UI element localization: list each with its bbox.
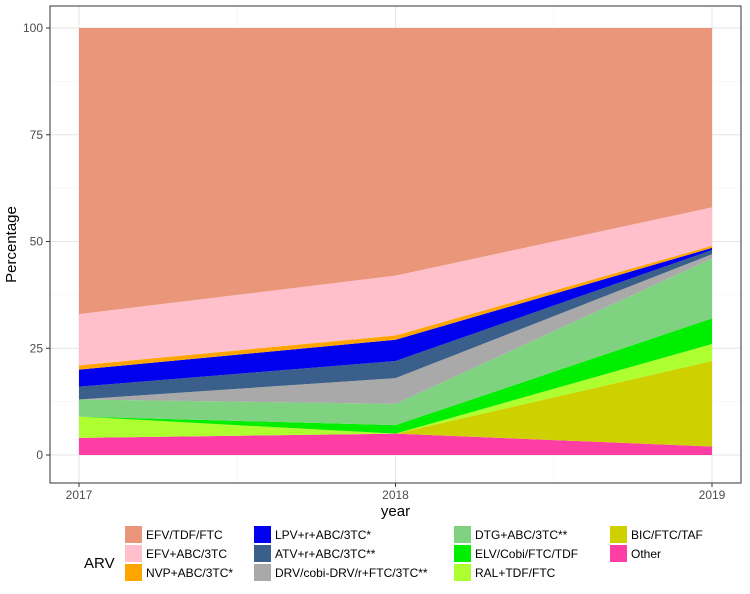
legend-label-drv-cobi-drv-r-ftc-3tc: DRV/cobi-DRV/r+FTC/3TC**	[275, 566, 428, 580]
legend-label-nvp-abc-3tc: NVP+ABC/3TC*	[146, 566, 233, 580]
legend-label-efv-abc-3tc: EFV+ABC/3TC	[146, 547, 227, 561]
area-series-efv-abc-3tc	[79, 207, 712, 366]
legend-swatch-drv-cobi-drv-r-ftc-3tc	[254, 564, 271, 581]
plot-area	[49, 5, 742, 484]
area-series-ral-tdf-ftc	[79, 343, 712, 438]
x-axis-title: year	[381, 503, 410, 520]
y-tick-label: 100	[23, 21, 43, 35]
legend-label-other: Other	[631, 547, 661, 561]
x-tick-label: 2018	[382, 488, 409, 502]
legend-swatch-efv-tdf-ftc	[125, 526, 142, 543]
legend-swatch-efv-abc-3tc	[125, 545, 142, 562]
area-series-lpv-r-abc-3tc	[79, 247, 712, 387]
y-tick-label: 50	[30, 235, 44, 249]
legend-label-atv-r-abc-3tc: ATV+r+ABC/3TC**	[275, 547, 376, 561]
legend-swatch-nvp-abc-3tc	[125, 564, 142, 581]
legend-title: ARV	[84, 555, 115, 572]
y-axis-ticks: 0 25 50 75 100	[23, 21, 50, 462]
legend-swatch-dtg-abc-3tc	[454, 526, 471, 543]
legend-swatch-lpv-r-abc-3tc	[254, 526, 271, 543]
legend-label-dtg-abc-3tc: DTG+ABC/3TC**	[475, 528, 568, 542]
area-series-other	[79, 433, 712, 455]
legend-swatch-bic-ftc-taf	[610, 526, 627, 543]
y-tick-label: 75	[30, 128, 44, 142]
area-series-bic-ftc-taf	[79, 361, 712, 447]
legend-label-lpv-r-abc-3tc: LPV+r+ABC/3TC*	[275, 528, 371, 542]
y-tick-label: 25	[30, 341, 44, 355]
legend-swatch-elv-cobi-ftc-tdf	[454, 545, 471, 562]
y-axis-title: Percentage	[3, 206, 20, 283]
legend-label-efv-tdf-ftc: EFV/TDF/FTC	[146, 528, 223, 542]
y-tick-label: 0	[36, 448, 43, 462]
x-tick-label: 2017	[66, 488, 93, 502]
area-series-atv-r-abc-3tc	[79, 250, 712, 400]
x-tick-label: 2019	[699, 488, 726, 502]
legend: ARV EFV/TDF/FTC EFV+ABC/3TC NVP+ABC/3TC* LP…	[84, 526, 703, 581]
legend-label-bic-ftc-taf: BIC/FTC/TAF	[631, 528, 703, 542]
legend-swatch-atv-r-abc-3tc	[254, 545, 271, 562]
x-axis-ticks: 2017 2018 2019	[66, 483, 726, 502]
area-series-elv-cobi-ftc-tdf	[79, 318, 712, 434]
legend-swatch-ral-tdf-ftc	[454, 564, 471, 581]
legend-label-elv-cobi-ftc-tdf: ELV/Cobi/FTC/TDF	[475, 547, 578, 561]
area-series-efv-tdf-ftc	[79, 28, 712, 315]
legend-swatch-other	[610, 545, 627, 562]
area-series-dtg-abc-3tc	[79, 258, 712, 426]
legend-label-ral-tdf-ftc: RAL+TDF/FTC	[475, 566, 556, 580]
